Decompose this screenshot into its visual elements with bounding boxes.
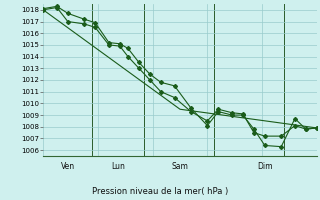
Text: Lun: Lun [111, 162, 125, 171]
Text: Ven: Ven [61, 162, 75, 171]
Text: Dim: Dim [257, 162, 273, 171]
Text: Sam: Sam [172, 162, 188, 171]
Text: Pression niveau de la mer( hPa ): Pression niveau de la mer( hPa ) [92, 187, 228, 196]
